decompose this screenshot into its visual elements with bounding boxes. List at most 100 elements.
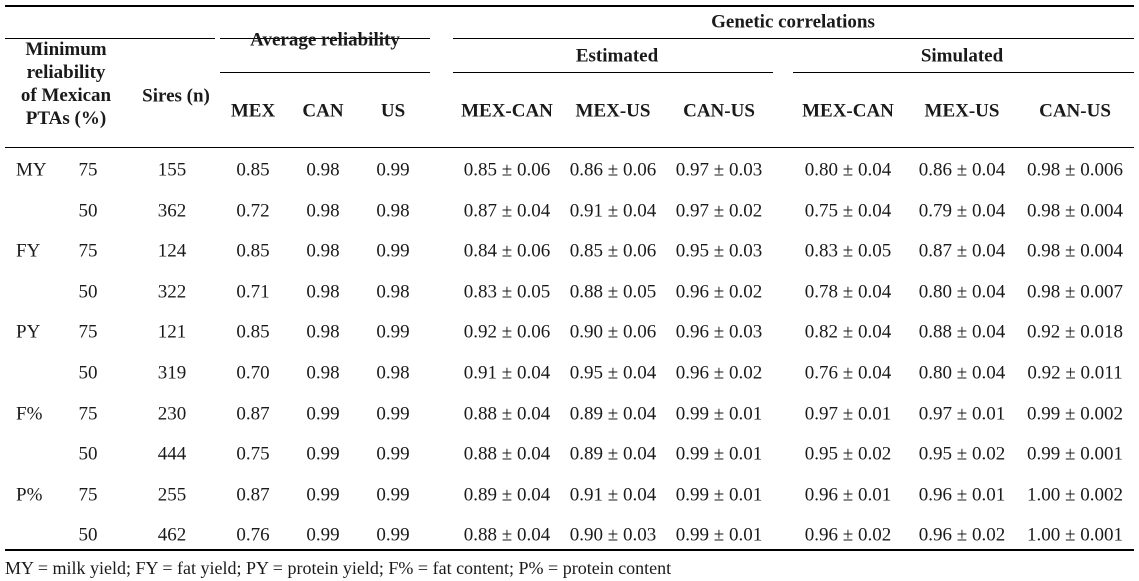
reliability-mex-cell: 0.70 — [236, 362, 270, 384]
stub-line: reliability — [26, 62, 106, 83]
col-sim-mex-can-header: MEX-CAN — [802, 100, 894, 122]
estimated-mex-can-cell: 0.88 ± 0.04 — [463, 403, 551, 425]
reliability-us-cell: 0.98 — [376, 281, 410, 303]
sires-header: Sires (n) — [142, 85, 210, 107]
simulated-mex-can-cell: 0.96 ± 0.02 — [804, 524, 892, 546]
estimated-mex-us-cell: 0.89 ± 0.04 — [569, 443, 657, 465]
estimated-mex-can-cell: 0.89 ± 0.04 — [463, 484, 551, 506]
trait-cell: MY — [16, 159, 47, 181]
rule-avg-reliability — [220, 38, 430, 39]
estimated-can-us-cell: 0.96 ± 0.02 — [675, 281, 763, 303]
min-reliability-cell: 50 — [78, 281, 98, 303]
reliability-mex-cell: 0.75 — [236, 443, 270, 465]
col-sim-mex-us-header: MEX-US — [924, 100, 1000, 122]
simulated-mex-can-cell: 0.83 ± 0.05 — [804, 240, 892, 262]
sires-cell: 462 — [157, 524, 187, 546]
stub-line: of Mexican — [20, 85, 112, 106]
estimated-can-us-cell: 0.99 ± 0.01 — [675, 524, 763, 546]
header-bottom-rule — [5, 147, 1134, 148]
reliability-can-cell: 0.98 — [306, 281, 340, 303]
col-sim-can-us-header: CAN-US — [1039, 100, 1111, 122]
estimated-mex-us-cell: 0.91 ± 0.04 — [569, 484, 657, 506]
reliability-us-cell: 0.99 — [376, 524, 410, 546]
estimated-mex-us-cell: 0.91 ± 0.04 — [569, 200, 657, 222]
simulated-mex-can-cell: 0.80 ± 0.04 — [804, 159, 892, 181]
simulated-can-us-cell: 0.98 ± 0.004 — [1027, 240, 1123, 262]
rule-simulated — [793, 72, 1134, 73]
simulated-mex-us-cell: 0.87 ± 0.04 — [918, 240, 1006, 262]
estimated-can-us-cell: 0.99 ± 0.01 — [675, 443, 763, 465]
min-reliability-cell: 75 — [78, 484, 98, 506]
simulated-can-us-cell: 0.99 ± 0.002 — [1027, 403, 1123, 425]
estimated-mex-can-cell: 0.88 ± 0.04 — [463, 443, 551, 465]
simulated-mex-can-cell: 0.97 ± 0.01 — [804, 403, 892, 425]
estimated-mex-us-cell: 0.95 ± 0.04 — [569, 362, 657, 384]
estimated-mex-can-cell: 0.83 ± 0.05 — [463, 281, 551, 303]
estimated-can-us-cell: 0.99 ± 0.01 — [675, 403, 763, 425]
trait-cell: F% — [16, 403, 43, 425]
simulated-mex-us-cell: 0.79 ± 0.04 — [918, 200, 1006, 222]
estimated-can-us-cell: 0.99 ± 0.01 — [675, 484, 763, 506]
estimated-can-us-cell: 0.96 ± 0.03 — [675, 321, 763, 343]
min-reliability-cell: 50 — [78, 200, 98, 222]
reliability-us-cell: 0.99 — [376, 240, 410, 262]
reliability-mex-cell: 0.76 — [236, 524, 270, 546]
avg-reliability-header: Average reliability — [250, 29, 400, 51]
min-reliability-cell: 75 — [78, 403, 98, 425]
stub-line: PTAs (%) — [25, 108, 107, 129]
reliability-can-cell: 0.99 — [306, 403, 340, 425]
simulated-can-us-cell: 0.99 ± 0.001 — [1027, 443, 1123, 465]
estimated-mex-can-cell: 0.91 ± 0.04 — [463, 362, 551, 384]
reliability-us-cell: 0.98 — [376, 362, 410, 384]
reliability-mex-cell: 0.87 — [236, 484, 270, 506]
col-est-mex-can-header: MEX-CAN — [461, 100, 553, 122]
estimated-mex-us-cell: 0.89 ± 0.04 — [569, 403, 657, 425]
sires-cell: 362 — [157, 200, 187, 222]
estimated-can-us-cell: 0.97 ± 0.02 — [675, 200, 763, 222]
simulated-mex-us-cell: 0.80 ± 0.04 — [918, 362, 1006, 384]
reliability-mex-cell: 0.71 — [236, 281, 270, 303]
simulated-can-us-cell: 0.98 ± 0.006 — [1027, 159, 1123, 181]
reliability-mex-cell: 0.85 — [236, 159, 270, 181]
trait-cell: P% — [16, 484, 43, 506]
simulated-mex-can-cell: 0.75 ± 0.04 — [804, 200, 892, 222]
estimated-mex-us-cell: 0.88 ± 0.05 — [569, 281, 657, 303]
estimated-mex-us-cell: 0.85 ± 0.06 — [569, 240, 657, 262]
simulated-mex-us-cell: 0.86 ± 0.04 — [918, 159, 1006, 181]
sires-cell: 255 — [157, 484, 187, 506]
estimated-header: Estimated — [575, 45, 659, 67]
estimated-mex-can-cell: 0.92 ± 0.06 — [463, 321, 551, 343]
simulated-mex-us-cell: 0.96 ± 0.02 — [918, 524, 1006, 546]
min-reliability-cell: 50 — [78, 362, 98, 384]
simulated-header: Simulated — [920, 45, 1004, 67]
sires-cell: 230 — [157, 403, 187, 425]
min-reliability-cell: 75 — [78, 240, 98, 262]
sires-cell: 319 — [157, 362, 187, 384]
min-reliability-cell: 50 — [78, 443, 98, 465]
reliability-mex-cell: 0.85 — [236, 240, 270, 262]
rule-genetic-correlations — [453, 38, 1134, 39]
estimated-mex-us-cell: 0.90 ± 0.03 — [569, 524, 657, 546]
simulated-can-us-cell: 0.92 ± 0.011 — [1027, 362, 1123, 384]
reliability-can-cell: 0.98 — [306, 362, 340, 384]
sires-cell: 155 — [157, 159, 187, 181]
sires-cell: 121 — [157, 321, 187, 343]
reliability-can-cell: 0.98 — [306, 200, 340, 222]
sires-cell: 124 — [157, 240, 187, 262]
trait-cell: FY — [16, 240, 41, 262]
bottom-rule — [5, 549, 1134, 551]
reliability-mex-cell: 0.72 — [236, 200, 270, 222]
simulated-can-us-cell: 0.92 ± 0.018 — [1027, 321, 1123, 343]
col-mex-header: MEX — [230, 100, 276, 122]
simulated-mex-us-cell: 0.80 ± 0.04 — [918, 281, 1006, 303]
simulated-can-us-cell: 0.98 ± 0.007 — [1027, 281, 1123, 303]
estimated-mex-can-cell: 0.88 ± 0.04 — [463, 524, 551, 546]
reliability-us-cell: 0.99 — [376, 321, 410, 343]
min-reliability-header: Minimum reliability of Mexican PTAs (%) — [10, 38, 122, 130]
reliability-can-cell: 0.98 — [306, 321, 340, 343]
estimated-mex-can-cell: 0.87 ± 0.04 — [463, 200, 551, 222]
simulated-mex-can-cell: 0.76 ± 0.04 — [804, 362, 892, 384]
reliability-can-cell: 0.98 — [306, 159, 340, 181]
reliability-us-cell: 0.99 — [376, 484, 410, 506]
